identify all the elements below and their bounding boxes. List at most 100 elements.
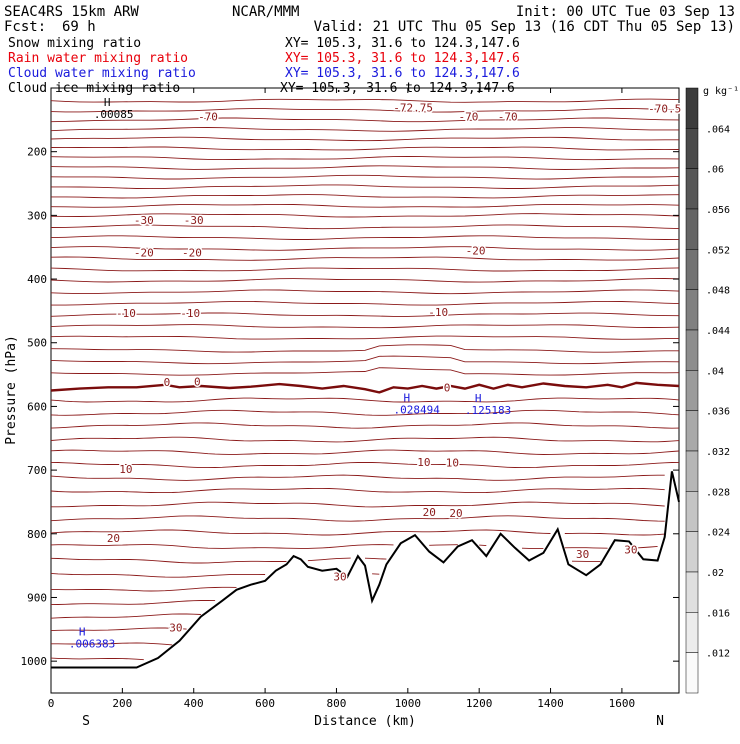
x-tick-label: 200	[112, 697, 132, 710]
freezing-level-contour	[51, 383, 679, 393]
colorbar-swatch	[686, 249, 698, 289]
x-tick-label: 0	[48, 697, 55, 710]
isotherm-line	[51, 398, 679, 402]
contour-label: 30	[169, 621, 182, 634]
contour-label: 10	[446, 456, 459, 469]
isotherm-line	[51, 290, 679, 294]
right-end-label: N	[656, 714, 664, 729]
colorbar-swatch	[686, 370, 698, 410]
temperature-contours	[51, 99, 679, 660]
colorbar-swatch	[686, 411, 698, 451]
y-tick-label: 400	[27, 273, 47, 286]
isotherm-line	[51, 137, 679, 141]
isotherm-line	[51, 450, 679, 454]
colorbar-tick-label: .064	[706, 124, 730, 135]
zero-degree-contour	[51, 383, 679, 393]
contour-label: 20	[107, 532, 120, 545]
contour-label: 30	[576, 548, 589, 561]
isotherm-line	[51, 502, 665, 507]
y-tick-label: 800	[27, 528, 47, 541]
contour-label: -72.75	[393, 102, 433, 115]
isotherm-line	[51, 437, 679, 442]
isotherm-line	[51, 301, 679, 305]
x-tick-label: 1200	[466, 697, 493, 710]
isotherm-line	[51, 268, 679, 271]
y-tick-label: 900	[27, 591, 47, 604]
field-xy-cloudwater: XY= 105.3, 31.6 to 124.3,147.6	[285, 66, 520, 81]
colorbar-tick-label: .044	[706, 326, 730, 337]
isotherm-line	[51, 658, 144, 660]
contour-label: -10	[180, 307, 200, 320]
isotherm-line	[308, 558, 351, 561]
maximum-value: .006383	[69, 638, 115, 651]
x-tick-label: 1000	[395, 697, 422, 710]
field-xy-rain: XY= 105.3, 31.6 to 124.3,147.6	[285, 51, 520, 66]
contour-label: 0	[164, 376, 171, 389]
isotherm-line	[51, 204, 679, 207]
contour-label: -20	[182, 246, 202, 259]
isotherm-line	[51, 195, 679, 198]
colorbar-swatch	[686, 451, 698, 491]
y-tick-label: 700	[27, 464, 47, 477]
isotherm-line	[51, 236, 679, 240]
isotherm-line	[51, 614, 201, 618]
contour-label: -20	[466, 244, 486, 257]
y-tick-label: 500	[27, 337, 47, 350]
colorbar-tick-label: .028	[706, 487, 730, 498]
isotherm-line	[51, 462, 679, 467]
isotherm-line	[51, 147, 679, 150]
colorbar-swatch	[686, 88, 698, 128]
y-axis-title: Pressure (hPa)	[4, 335, 19, 445]
isotherm-line	[51, 166, 679, 170]
x-tick-label: 1600	[609, 697, 636, 710]
contour-label: -10	[116, 307, 136, 320]
y-tick-label: 200	[27, 146, 47, 159]
contour-label: 20	[423, 506, 436, 519]
isotherm-line	[51, 628, 187, 631]
isotherm-line	[51, 516, 665, 521]
contour-label: -30	[134, 214, 154, 227]
colorbar-tick-label: .024	[706, 528, 730, 539]
isotherm-line	[51, 423, 679, 428]
valid-time: Valid: 21 UTC Thu 05 Sep 13 (16 CDT Thu …	[314, 19, 735, 35]
isotherm-line	[51, 156, 679, 159]
init-time: Init: 00 UTC Tue 03 Sep 13	[516, 4, 735, 20]
field-name-cloudwater: Cloud water mixing ratio	[8, 66, 196, 81]
y-tick-label: 300	[27, 209, 47, 222]
isotherm-line	[51, 488, 665, 492]
y-tick-label: 1000	[21, 655, 48, 668]
colorbar-unit: g kg⁻¹	[703, 86, 739, 97]
contour-label: -70	[459, 111, 479, 124]
contour-label: -70.5	[648, 102, 681, 115]
contour-label: 10	[119, 463, 132, 476]
contour-label: 30	[624, 544, 637, 557]
colorbar-tick-label: .056	[706, 205, 730, 216]
colorbar-swatch	[686, 653, 698, 693]
x-tick-label: 600	[255, 697, 275, 710]
isotherm-line	[51, 175, 679, 179]
fcst-value: 69 h	[62, 19, 96, 35]
maximum-value: .00085	[94, 108, 134, 121]
contour-label: -70	[198, 111, 218, 124]
colorbar-swatch	[686, 128, 698, 168]
isotherm-line	[51, 558, 287, 563]
isotherm-line	[51, 185, 679, 189]
isotherm-line	[51, 118, 679, 122]
contour-label: -70	[498, 111, 518, 124]
isotherm-line	[51, 601, 215, 605]
isotherm-line	[51, 368, 679, 376]
org-label: NCAR/MMM	[232, 4, 299, 20]
colorbar-tick-label: .052	[706, 245, 730, 256]
isotherm-line	[51, 313, 679, 317]
contour-label: -10	[428, 306, 448, 319]
isotherm-line	[51, 128, 679, 132]
x-tick-label: 800	[327, 697, 347, 710]
isotherm-line	[429, 545, 458, 546]
colorbar-tick-label: .048	[706, 286, 730, 297]
isotherm-line	[51, 336, 679, 339]
terrain-profile	[51, 471, 679, 667]
isotherm-line	[51, 587, 237, 591]
field-name-snow: Snow mixing ratio	[8, 36, 141, 51]
maximum-value: .028494	[394, 403, 441, 416]
